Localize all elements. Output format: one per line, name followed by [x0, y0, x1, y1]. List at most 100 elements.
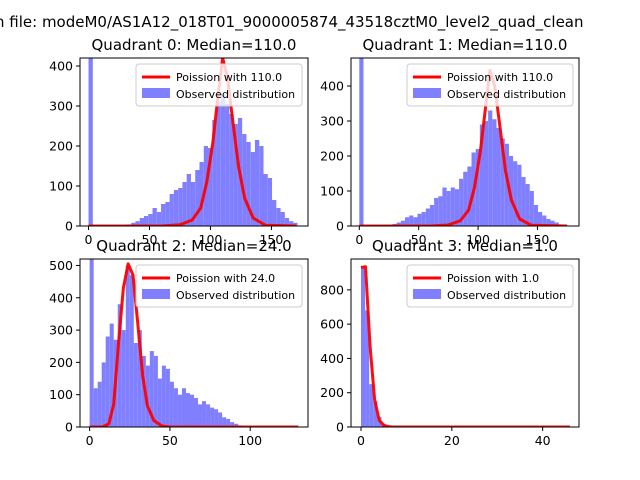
histogram-bar: [229, 114, 234, 226]
histogram-bar: [434, 198, 439, 226]
histogram-bar: [189, 394, 194, 427]
legend-label: Poission with 110.0: [176, 71, 282, 84]
y-tick-label: 200: [49, 355, 73, 370]
histogram-bar: [214, 409, 219, 427]
axes-frame: [79, 258, 309, 428]
histogram-bar: [500, 138, 505, 226]
y-tick-label: 300: [49, 99, 73, 114]
histogram-bar: [250, 152, 255, 226]
histogram-bar: [182, 182, 187, 226]
histogram-bar: [542, 215, 547, 226]
histogram-bar: [360, 265, 366, 427]
x-tick-label: 50: [411, 232, 427, 247]
y-tick-label: 100: [49, 179, 73, 194]
histogram-bar: [425, 208, 430, 226]
y-tick-label: 100: [320, 184, 344, 199]
legend: Poission with 110.0 Observed distribution: [135, 63, 303, 107]
histogram-bar: [242, 134, 247, 226]
legend-hist-swatch: [413, 88, 441, 98]
histogram-bar: [409, 215, 414, 226]
histogram-bar: [429, 205, 435, 226]
histogram-bar: [222, 417, 227, 427]
legend-box: [406, 63, 574, 107]
histogram-bar: [144, 216, 149, 226]
x-tick-label: 100: [238, 433, 262, 448]
histogram-bar: [165, 202, 170, 226]
legend-hist-swatch: [413, 289, 441, 299]
histogram-bar: [454, 189, 460, 226]
histogram-bar: [373, 401, 378, 427]
histogram-bar: [546, 219, 551, 226]
histogram-bar: [538, 212, 543, 226]
histogram-bar: [169, 194, 174, 226]
histogram-bar: [533, 205, 539, 226]
histogram-bar: [475, 149, 480, 226]
histogram-bar: [129, 275, 134, 427]
histogram-bar: [226, 418, 231, 427]
histogram-bar: [234, 423, 239, 427]
legend-label: Poission with 1.0: [447, 272, 539, 285]
poisson-line: [360, 265, 570, 427]
histogram-bar: [479, 124, 484, 226]
histogram-bar: [467, 166, 472, 226]
quadrant-0-title: Quadrant 0: Median=110.0: [92, 36, 297, 54]
histogram-bar: [492, 119, 497, 226]
histogram-bar: [276, 208, 281, 226]
histogram-bar: [484, 121, 489, 226]
y-tick-label: 400: [49, 59, 73, 74]
histogram-bar: [525, 184, 530, 226]
x-tick-label: 50: [162, 433, 178, 448]
histogram-bar: [198, 404, 203, 427]
y-tick-label: 0: [65, 420, 73, 435]
histogram-bar: [148, 214, 153, 226]
histogram-bar: [93, 388, 98, 427]
histogram-bar: [149, 351, 154, 427]
histogram-bar: [152, 208, 157, 226]
histogram-bar: [369, 384, 374, 427]
y-tick-label: 300: [320, 114, 344, 129]
legend-hist-swatch: [142, 289, 170, 299]
histogram-bar: [230, 422, 235, 427]
histogram-bar: [186, 174, 191, 226]
y-tick-label: 300: [49, 323, 73, 338]
histogram-bar: [178, 188, 183, 226]
histogram-bar: [202, 401, 207, 427]
y-tick-label: 400: [49, 290, 73, 305]
histogram-bar: [284, 218, 290, 226]
histogram-bar: [206, 404, 211, 427]
histogram-bar: [263, 174, 268, 226]
quadrant-1-title: Quadrant 1: Median=110.0: [363, 36, 568, 54]
y-tick-label: 200: [320, 385, 344, 400]
histogram-bar: [208, 148, 213, 226]
legend-label: Observed distribution: [447, 88, 566, 101]
y-tick-label: 400: [320, 351, 344, 366]
quadrant-2-title: Quadrant 2: Median=24.0: [96, 237, 291, 255]
histogram-bar: [185, 393, 190, 427]
histogram-bar: [195, 170, 200, 226]
y-tick-label: 0: [336, 219, 344, 234]
legend: Poission with 24.0 Observed distribution: [135, 264, 303, 308]
histogram-bar: [117, 304, 122, 427]
histogram-bar: [521, 177, 526, 226]
legend-box: [135, 264, 303, 308]
histogram-bar: [218, 412, 223, 427]
x-tick-label: 20: [444, 433, 460, 448]
histogram-bar: [259, 146, 264, 226]
histogram-bar: [289, 221, 294, 226]
x-tick-label: 100: [466, 232, 490, 247]
histogram-bar: [210, 407, 215, 427]
quadrant-2-panel: 0 50 100 0 100 200 300 400 500 Poission with 24.0…: [49, 237, 309, 448]
legend-label: Observed distribution: [176, 88, 295, 101]
histogram-bar: [496, 128, 501, 226]
histogram-bar: [177, 394, 182, 427]
histogram-bar: [194, 397, 199, 427]
legend-hist-swatch: [142, 88, 170, 98]
y-tick-label: 100: [49, 387, 73, 402]
x-tick-label: 0: [357, 433, 365, 448]
histogram-bar: [173, 190, 179, 226]
histogram-bar: [89, 259, 94, 427]
x-tick-label: 0: [86, 433, 94, 448]
quadrant-3-title: Quadrant 3: Median=1.0: [372, 237, 558, 255]
